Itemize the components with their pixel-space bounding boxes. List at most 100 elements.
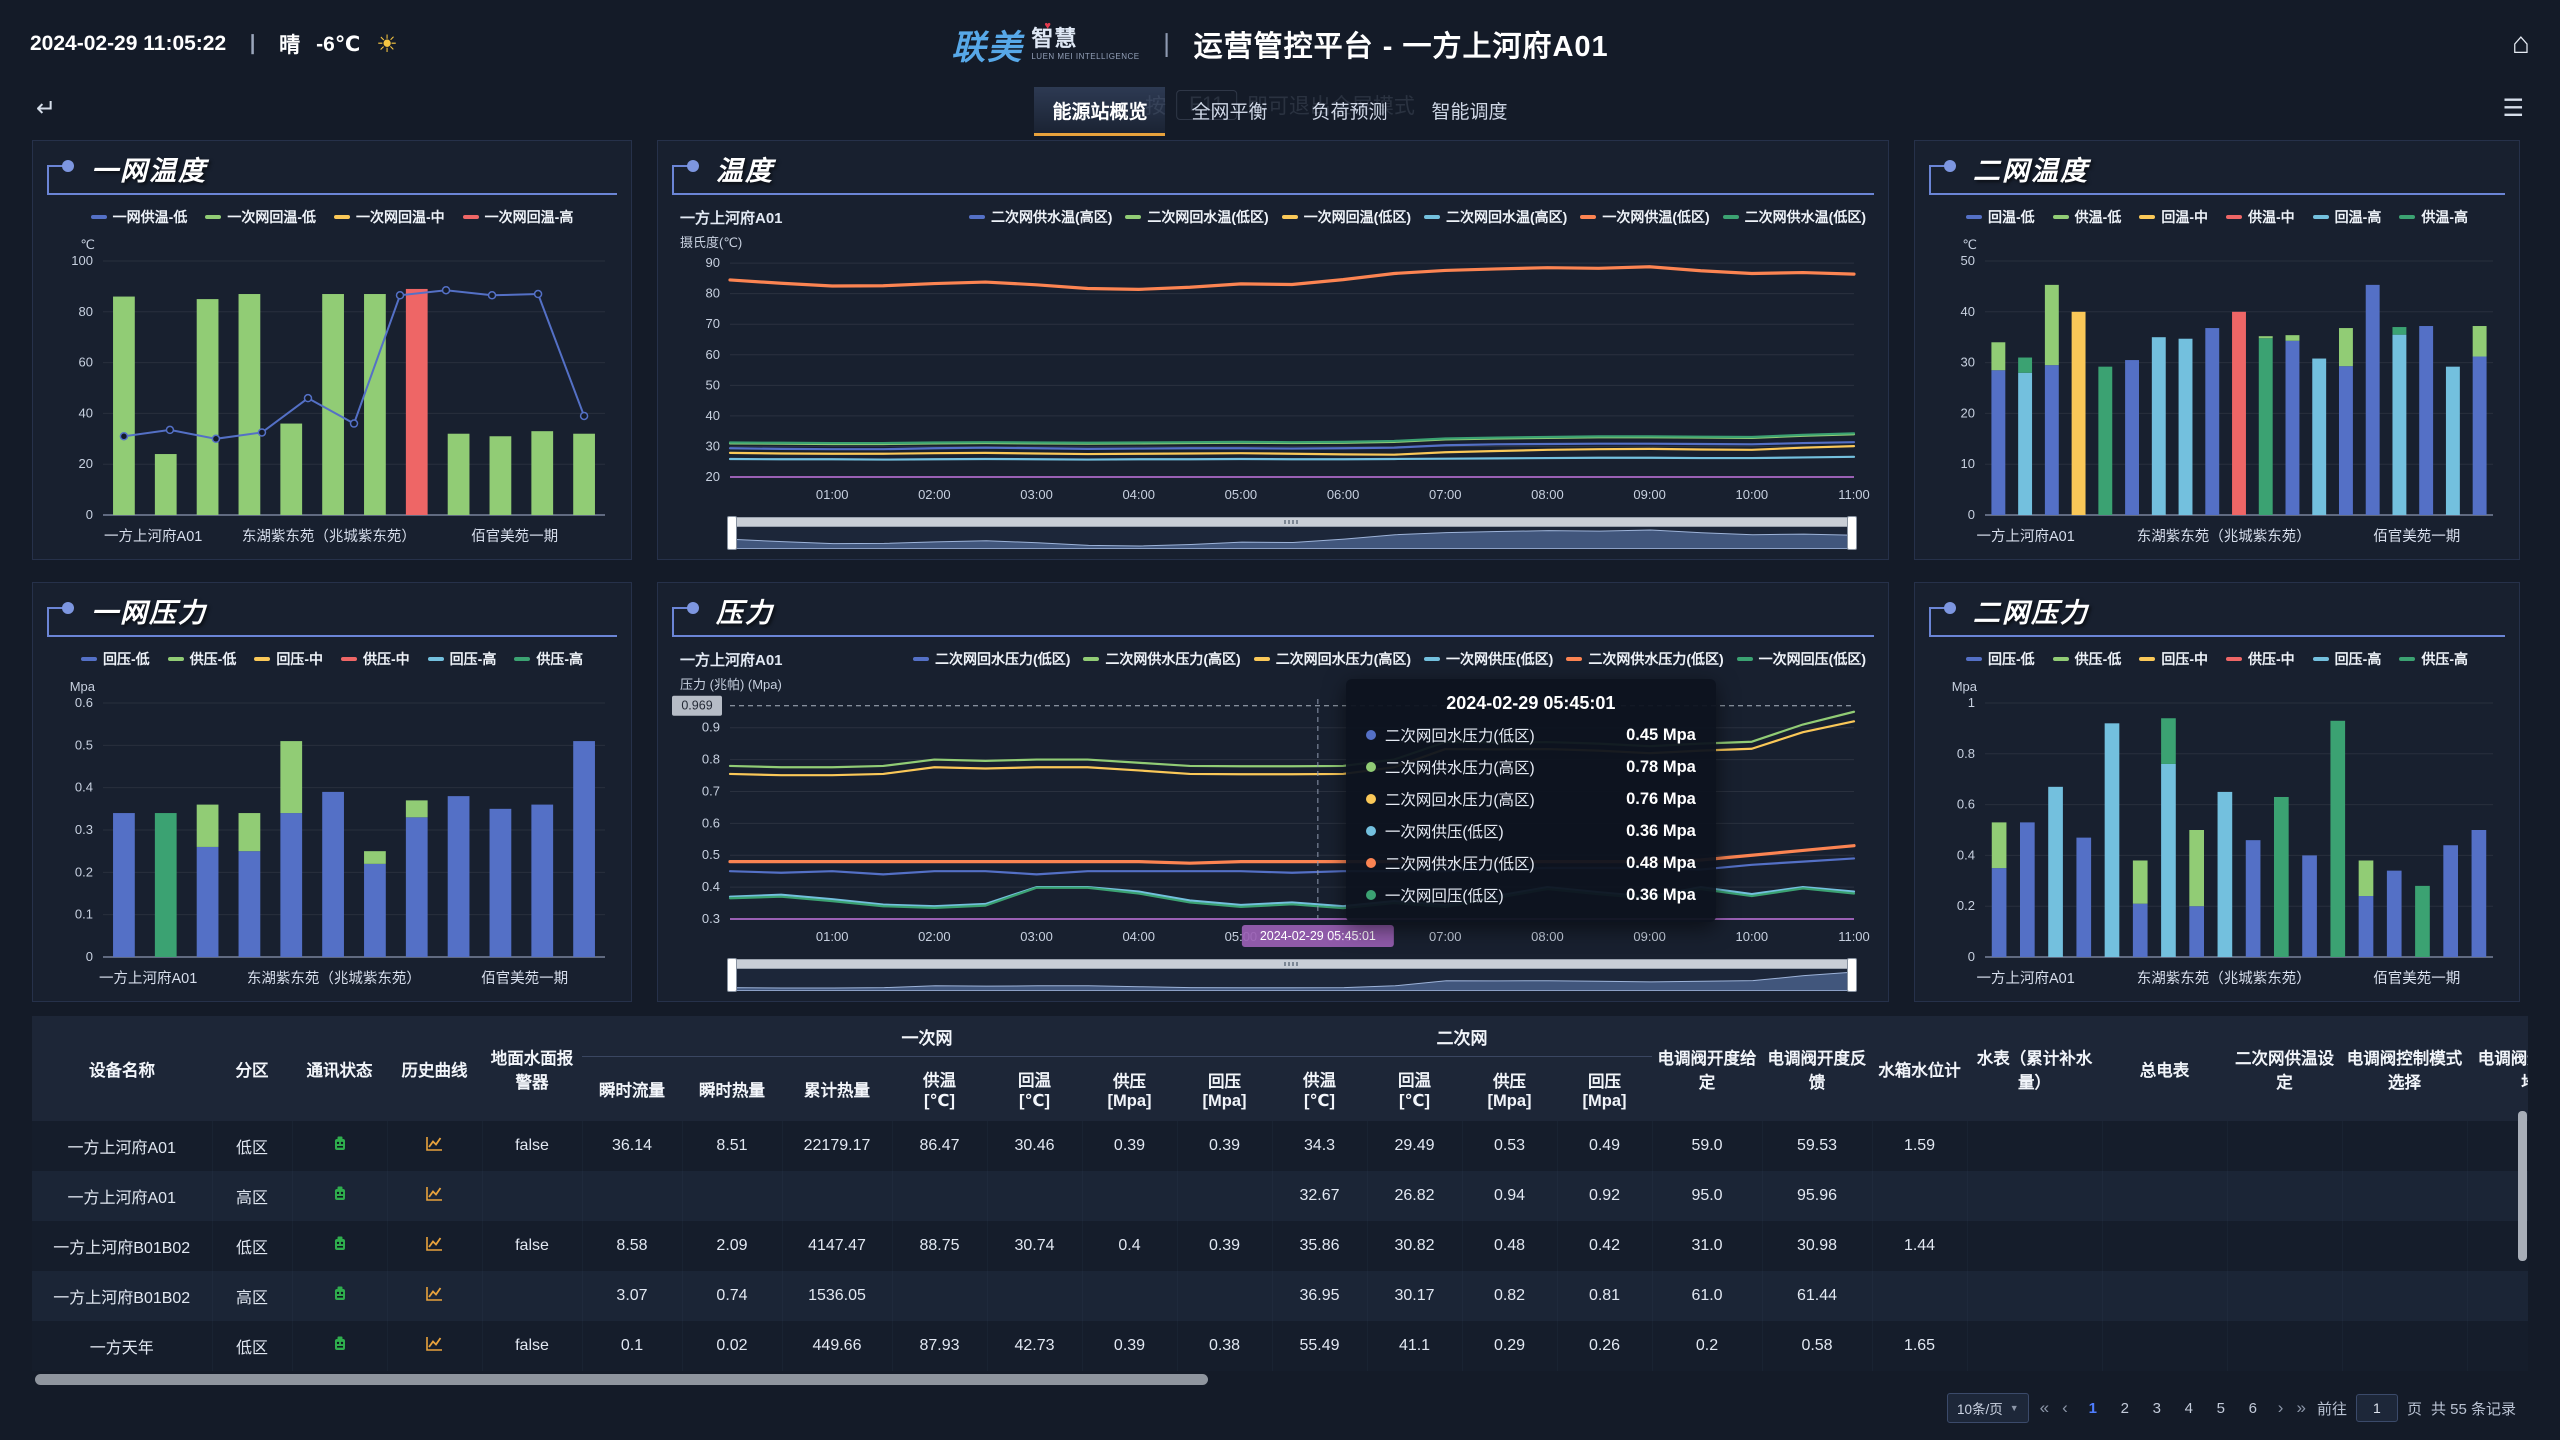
legend-item[interactable]: 一次网回温-低 [205,207,316,227]
legend-item[interactable]: 一次网回温-高 [462,207,573,227]
cell-value: false [482,1121,583,1171]
back-icon[interactable]: ↵ [36,95,57,122]
legend-item[interactable]: 回温-中 [2139,207,2208,227]
net1-temperature-bar-chart[interactable]: 0 20 40 60 80 100 ℃ 一方上河府A01 东湖紫东苑（兆城紫东苑） 佰官美苑一期 [41,231,623,551]
history-curve-icon[interactable] [425,1337,444,1357]
next-page-button[interactable]: › [2277,1398,2284,1417]
datazoom-slider[interactable] [727,958,1857,992]
legend-item[interactable]: 一网供温-低 [90,207,187,227]
cell-value: 0.42 [1557,1221,1653,1271]
datazoom-handle-left[interactable] [727,516,737,550]
legend-item[interactable]: 供压-低 [2052,649,2121,669]
table-row[interactable]: 一方上河府A01 低区 false 36.14 8.51 22179.17 86.47 30.… [32,1121,2528,1171]
legend-item[interactable]: 二次网供水压力(高区) [1083,649,1241,669]
page-number-3[interactable]: 3 [2152,1399,2161,1417]
legend-item[interactable]: 回压-中 [2139,649,2208,669]
history-curve-icon[interactable] [425,1237,444,1257]
first-page-button[interactable]: « [2039,1398,2050,1417]
cell-value: 88.75 [892,1221,988,1271]
scrollbar-thumb[interactable] [35,1374,1209,1385]
legend-item[interactable]: 二次网回水温(高区) [1424,207,1567,227]
legend-item[interactable]: 供温-高 [2399,207,2468,227]
legend-item[interactable]: 回压-中 [254,649,323,669]
table-row[interactable]: 一方上河府A01 高区 32.67 26.82 0.94 0.92 95.0 95.96 [32,1171,2528,1221]
history-curve-icon[interactable] [425,1287,444,1307]
temperature-line-chart[interactable]: 20 30 40 50 60 70 80 90 摄氏度(℃) 01:00 02:00 03:00 04:… [666,231,1880,551]
col-header: 历史曲线 [387,1016,482,1121]
horizontal-scrollbar[interactable] [32,1374,2528,1385]
legend-item[interactable]: 二次网供水温(高区) [969,207,1112,227]
legend-marker [205,215,222,219]
page-size-select[interactable]: 10条/页 ▼ [1946,1393,2029,1423]
legend-item[interactable]: 回压-低 [80,649,150,669]
cell-value [2342,1271,2468,1321]
legend-item[interactable]: 供压-低 [167,649,236,669]
page-number-2[interactable]: 2 [2120,1399,2129,1417]
net1-pressure-bar-chart[interactable]: 0 0.1 0.2 0.3 0.4 0.5 0.6 Mpa 一方上河府A01 东湖紫东苑（兆城紫东… [41,673,623,993]
comm-status-icon[interactable] [331,1336,349,1357]
legend-item[interactable]: 一次网回温(低区) [1281,207,1411,227]
goto-page-input[interactable] [2355,1394,2398,1422]
tab-2[interactable]: 负荷预测 [1311,102,1388,123]
legend-item[interactable]: 回温-高 [2312,207,2381,227]
page-number-1[interactable]: 1 [2088,1399,2097,1417]
legend-item[interactable]: 二次网供水压力(低区) [1566,649,1724,669]
legend-item[interactable]: 供温-中 [2226,207,2295,227]
tab-0[interactable]: 能源站概览 [1034,87,1166,136]
comm-status-icon[interactable] [331,1286,349,1307]
last-page-button[interactable]: » [2296,1398,2306,1417]
tab-3[interactable]: 智能调度 [1431,102,1508,123]
datazoom-handle-right[interactable] [1847,516,1857,550]
net2-pressure-bar-chart[interactable]: 0 0.2 0.4 0.6 0.8 1 Mpa 一方上河府A01 东湖紫东苑（兆城紫东苑） 佰官美… [1923,673,2511,993]
datazoom-handle-right[interactable] [1847,958,1857,992]
legend-item[interactable]: 二次网回水温(低区) [1125,207,1269,227]
legend-item[interactable]: 供压-高 [514,649,583,669]
menu-icon[interactable]: ☰ [2502,95,2524,122]
legend-item[interactable]: 一次网供压(低区) [1424,649,1553,669]
table-row[interactable]: 一方上河府B01B02 低区 false 8.58 2.09 4147.47 88.75 30… [32,1221,2528,1271]
home-icon[interactable]: ⌂ [2511,27,2530,60]
page-number-4[interactable]: 4 [2184,1399,2193,1417]
comm-status-icon[interactable] [331,1236,349,1257]
panel-title: 二网压力 [1973,598,2089,628]
legend-item[interactable]: 回压-低 [1965,649,2035,669]
table-row[interactable]: 一方上河府B01B02 高区 3.07 0.74 1536.05 36.95 30.17 0.… [32,1271,2528,1321]
legend-item[interactable]: 二次网回水压力(高区) [1253,649,1411,669]
cell-value: 0.4 [1082,1221,1178,1271]
panel-pressure: 压力 一方上河府A01 二次网回水压力(低区) 二次网供水压力(高区) 二次网回水压… [657,582,1889,1002]
datazoom-handle-left[interactable] [727,958,737,992]
legend-item[interactable]: 供压-中 [341,649,410,669]
legend-item[interactable]: 回压-高 [427,649,496,669]
legend-item[interactable]: 一次网回压(低区) [1736,649,1866,669]
cell-value: 30.82 [1367,1221,1463,1271]
legend-item[interactable]: 一次网供温(低区) [1580,207,1710,227]
legend-item[interactable]: 供压-高 [2399,649,2468,669]
datazoom-track[interactable] [731,960,1853,969]
vertical-scrollbar[interactable] [2518,1111,2527,1261]
comm-status-icon[interactable] [331,1136,349,1157]
svg-text:0.2: 0.2 [1957,898,1975,913]
legend-item[interactable]: 供压-中 [2226,649,2295,669]
legend-item[interactable]: 回温-低 [1965,207,2035,227]
cell-value [2102,1271,2228,1321]
cell-value: 35.86 [1272,1221,1368,1271]
legend-item[interactable]: 一次网回温-中 [334,207,445,227]
tab-bar: 能源站概览 全网平衡 负荷预测 智能调度 [1034,87,1525,136]
legend-item[interactable]: 二次网回水压力(低区) [913,649,1070,669]
tab-1[interactable]: 全网平衡 [1191,102,1268,123]
history-curve-icon[interactable] [425,1187,444,1207]
table-row[interactable]: 一方天年 低区 false 0.1 0.02 449.66 87.93 42.73 0.39 0.… [32,1321,2528,1371]
legend-item[interactable]: 二次网供水温(低区) [1722,207,1866,227]
page-unit-label: 页 [2406,1400,2422,1418]
history-curve-icon[interactable] [425,1137,444,1157]
pressure-line-chart[interactable]: 0.3 0.4 0.5 0.6 0.7 0.8 0.9 压力 (兆帕) (Mpa) 01:00 0… [666,673,1880,993]
comm-status-icon[interactable] [331,1186,349,1207]
net2-temperature-bar-chart[interactable]: 0 10 20 30 40 50 ℃ 一方上河府A01 东湖紫东苑（兆城紫东苑） 佰官美苑一期 [1923,231,2511,551]
page-number-6[interactable]: 6 [2248,1399,2257,1417]
page-number-5[interactable]: 5 [2216,1399,2225,1417]
datazoom-track[interactable] [731,518,1853,527]
prev-page-button[interactable]: ‹ [2062,1398,2068,1417]
legend-item[interactable]: 回压-高 [2312,649,2381,669]
legend-item[interactable]: 供温-低 [2052,207,2121,227]
datazoom-slider[interactable] [727,516,1857,550]
